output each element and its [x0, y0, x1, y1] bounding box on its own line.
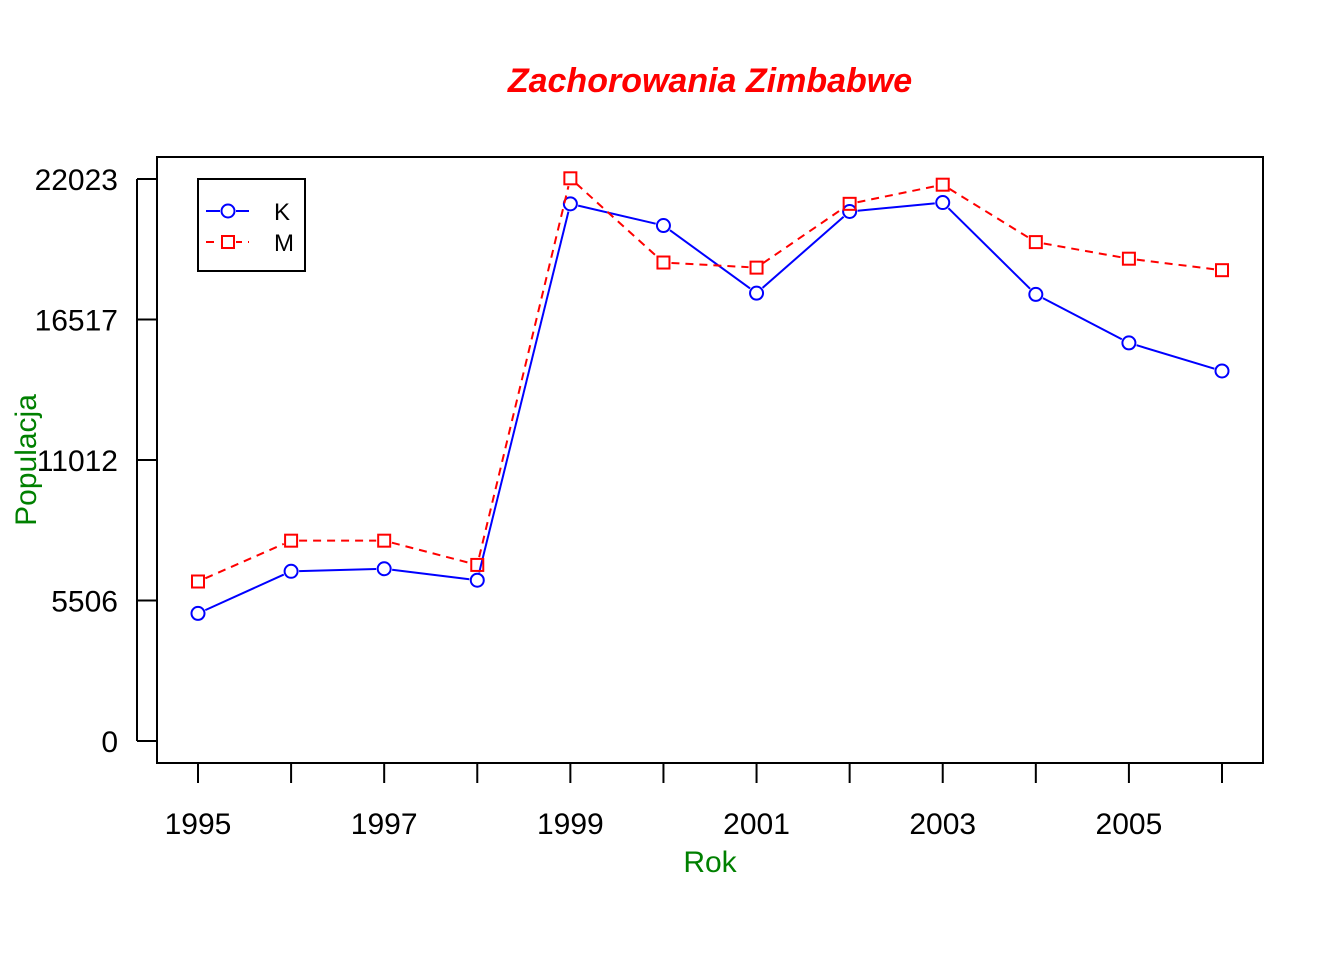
- series-k-point: [935, 195, 951, 211]
- series-k-point: [376, 561, 392, 577]
- legend-marker: [220, 203, 236, 219]
- y-tick-label: 0: [101, 726, 118, 759]
- series-m-segment: [478, 185, 570, 558]
- series-m-segment: [391, 541, 470, 564]
- series-m-point: [470, 557, 485, 572]
- x-tick-label: 1997: [351, 808, 418, 841]
- y-tick-label: 11012: [37, 445, 118, 478]
- series-m: [191, 171, 1229, 589]
- series-m-point: [563, 171, 578, 186]
- series-k-segment: [947, 207, 1031, 290]
- series-m-point: [1028, 235, 1043, 250]
- x-tick-label: 2001: [723, 808, 790, 841]
- y-tick-label: 22023: [35, 164, 118, 197]
- series-k: [190, 195, 1230, 621]
- chart-title: Zachorowania Zimbabwe: [507, 62, 912, 100]
- series-k-point: [469, 572, 485, 588]
- series-m-point: [842, 196, 857, 211]
- y-tick-label: 16517: [35, 305, 118, 338]
- series-k-segment: [1042, 297, 1123, 341]
- legend-label: M: [274, 230, 294, 257]
- series-m-segment: [949, 188, 1030, 239]
- series-k-point: [190, 605, 206, 621]
- series-k-point: [655, 218, 671, 234]
- x-tick-label: 1999: [537, 808, 604, 841]
- legend-item-m: M: [206, 230, 294, 257]
- legend-label: K: [274, 199, 290, 226]
- series-m-segment: [857, 185, 936, 204]
- series-m-segment: [671, 261, 749, 269]
- legend-marker: [221, 235, 235, 249]
- series-m-point: [656, 255, 671, 270]
- legend-item-k: K: [206, 199, 290, 226]
- x-tick-label: 2005: [1096, 808, 1163, 841]
- x-tick-label: 1995: [165, 808, 232, 841]
- series-k-point: [562, 196, 578, 212]
- series-k-point: [1121, 335, 1137, 351]
- plot-frame: [156, 156, 1264, 764]
- series-m-segment: [1136, 258, 1215, 271]
- series-k-point: [1214, 363, 1230, 379]
- series-m-point: [284, 533, 299, 548]
- series-k-segment: [299, 567, 377, 573]
- legend-marker-bg: [220, 234, 236, 250]
- series-m-segment: [575, 182, 659, 258]
- y-axis: 0 5506 11012 16517 22023: [35, 164, 157, 759]
- series-k-point: [749, 285, 765, 301]
- series-k-point: [842, 203, 858, 219]
- series-m-segment: [204, 542, 285, 580]
- y-tick-label: 5506: [51, 585, 118, 618]
- series-k-segment: [391, 568, 470, 581]
- legend: KM: [197, 178, 306, 272]
- series-m-point: [749, 260, 764, 275]
- series-k-segment: [204, 573, 285, 612]
- y-axis-title: Populacja: [10, 394, 43, 526]
- x-axis-title: Rok: [683, 846, 737, 879]
- series-k-segment: [857, 202, 935, 212]
- x-axis: 1995 1997 1999 2001 2003 2005: [165, 762, 1223, 841]
- series-m-point: [377, 533, 392, 548]
- series-k-segment: [761, 216, 845, 289]
- series-k-segment: [478, 211, 570, 573]
- series-layer: [190, 171, 1230, 621]
- series-m-segment: [1043, 242, 1122, 259]
- series-m-point: [1121, 251, 1136, 266]
- series-m-point: [935, 177, 950, 192]
- series-m-point: [191, 574, 205, 589]
- series-k-segment: [1136, 344, 1215, 370]
- series-k-segment: [669, 229, 751, 290]
- series-m-segment: [762, 207, 844, 264]
- x-tick-label: 2003: [909, 808, 976, 841]
- series-m-point: [1215, 263, 1229, 278]
- series-k-segment: [577, 204, 656, 225]
- series-k-point: [283, 563, 299, 579]
- legend-box: [197, 178, 306, 272]
- series-k-point: [1028, 286, 1044, 302]
